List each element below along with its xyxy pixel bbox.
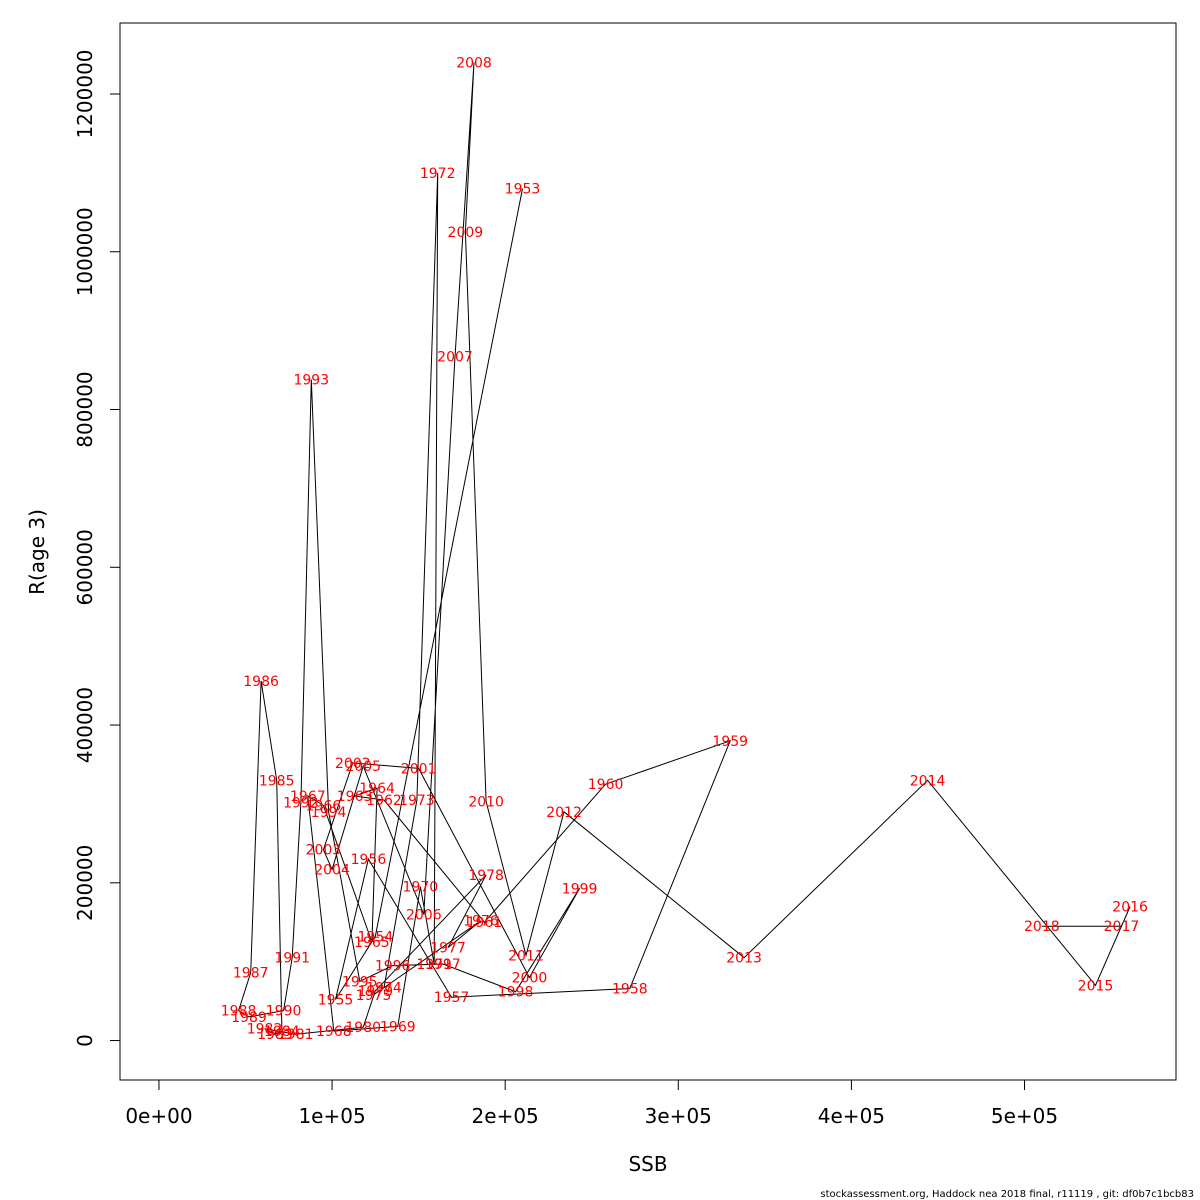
point-label-1994: 1994 <box>311 805 347 821</box>
point-label-1998: 1998 <box>498 985 534 1001</box>
y-tick-label: 0 <box>73 1034 97 1047</box>
y-tick-label: 400000 <box>73 687 97 763</box>
point-label-1990: 1990 <box>266 1004 302 1020</box>
point-label-1965: 1965 <box>354 935 390 951</box>
point-label-2011: 2011 <box>508 948 544 964</box>
point-label-2007: 2007 <box>437 350 473 366</box>
point-label-2013: 2013 <box>726 951 762 967</box>
point-label-1972: 1972 <box>420 166 456 182</box>
y-axis-title: R(age 3) <box>25 509 49 595</box>
series-line <box>238 62 1131 1035</box>
y-tick-label: 800000 <box>73 371 97 447</box>
point-label-1983: 1983 <box>257 1027 293 1043</box>
point-label-1991: 1991 <box>274 951 310 967</box>
point-label-1967: 1967 <box>290 789 326 805</box>
point-label-1975: 1975 <box>356 988 392 1004</box>
point-label-2012: 2012 <box>546 805 582 821</box>
point-labels: 1953 1954 1955 1956 1957 1958 1959 1960 1961 1962… <box>221 55 1148 1043</box>
point-label-1955: 1955 <box>318 993 354 1009</box>
point-label-2014: 2014 <box>910 773 946 789</box>
point-label-1997: 1997 <box>425 957 461 973</box>
point-label-1999: 1999 <box>562 881 598 897</box>
point-label-2017: 2017 <box>1104 919 1140 935</box>
point-label-1974: 1974 <box>366 981 402 997</box>
point-label-1964: 1964 <box>359 781 395 797</box>
y-tick-label: 600000 <box>73 529 97 605</box>
point-label-1959: 1959 <box>712 734 748 750</box>
point-label-1987: 1987 <box>233 966 269 982</box>
x-tick-label: 1e+05 <box>298 1104 365 1128</box>
point-label-2009: 2009 <box>448 225 484 241</box>
point-label-2002: 2002 <box>335 756 371 772</box>
point-label-1973: 1973 <box>399 793 435 809</box>
point-label-1988: 1988 <box>221 1004 257 1020</box>
point-label-1996: 1996 <box>375 959 411 975</box>
point-label-1960: 1960 <box>588 777 624 793</box>
point-label-1969: 1969 <box>380 1019 416 1035</box>
y-axis: 0 200000 400000 600000 800000 1000000 1200000 <box>73 49 121 1047</box>
x-axis: 0e+00 1e+05 2e+05 3e+05 4e+05 5e+05 <box>125 1079 1058 1128</box>
point-label-1961: 1961 <box>467 915 503 931</box>
point-label-1956: 1956 <box>351 852 387 868</box>
y-tick-label: 200000 <box>73 845 97 921</box>
point-label-1963: 1963 <box>337 789 373 805</box>
point-label-1979: 1979 <box>358 984 394 1000</box>
point-label-2006: 2006 <box>406 907 442 923</box>
point-label-2015: 2015 <box>1078 978 1114 994</box>
point-label-2004: 2004 <box>314 862 350 878</box>
point-label-2000: 2000 <box>512 970 548 986</box>
point-label-1962: 1962 <box>366 793 402 809</box>
point-label-1954: 1954 <box>358 929 394 945</box>
point-label-1992: 1992 <box>283 795 319 811</box>
x-tick-label: 5e+05 <box>991 1104 1058 1128</box>
x-axis-title: SSB <box>628 1152 667 1176</box>
x-tick-label: 3e+05 <box>645 1104 712 1128</box>
point-label-1968: 1968 <box>316 1024 352 1040</box>
point-label-1980: 1980 <box>345 1020 381 1036</box>
point-label-1982: 1982 <box>247 1022 283 1038</box>
point-label-1981: 1981 <box>278 1027 314 1043</box>
y-tick-label: 1000000 <box>73 207 97 296</box>
point-label-2010: 2010 <box>468 795 504 811</box>
point-label-2005: 2005 <box>345 759 381 775</box>
point-label-1986: 1986 <box>243 674 279 690</box>
x-tick-label: 0e+00 <box>125 1104 192 1128</box>
y-tick-label: 1200000 <box>73 49 97 138</box>
point-label-2018: 2018 <box>1024 919 1060 935</box>
point-label-1966: 1966 <box>306 798 342 814</box>
point-label-1984: 1984 <box>264 1024 300 1040</box>
point-label-2001: 2001 <box>401 761 437 777</box>
x-tick-label: 4e+05 <box>818 1104 885 1128</box>
point-label-1993: 1993 <box>293 373 329 389</box>
point-label-1953: 1953 <box>505 182 541 198</box>
point-label-2003: 2003 <box>306 843 342 859</box>
footer-text: stockassessment.org, Haddock nea 2018 fi… <box>820 1189 1194 1200</box>
point-label-1995: 1995 <box>342 974 378 990</box>
point-label-1989: 1989 <box>231 1010 267 1026</box>
point-label-1976: 1976 <box>463 914 499 930</box>
point-label-1985: 1985 <box>259 773 295 789</box>
point-label-2008: 2008 <box>456 55 492 71</box>
x-tick-label: 2e+05 <box>472 1104 539 1128</box>
point-label-1957: 1957 <box>434 990 470 1006</box>
point-label-1970: 1970 <box>403 880 439 896</box>
point-label-1971: 1971 <box>416 957 452 973</box>
point-label-1958: 1958 <box>612 981 648 997</box>
point-label-1977: 1977 <box>430 940 466 956</box>
point-label-2016: 2016 <box>1112 899 1148 915</box>
point-label-1978: 1978 <box>468 868 504 884</box>
